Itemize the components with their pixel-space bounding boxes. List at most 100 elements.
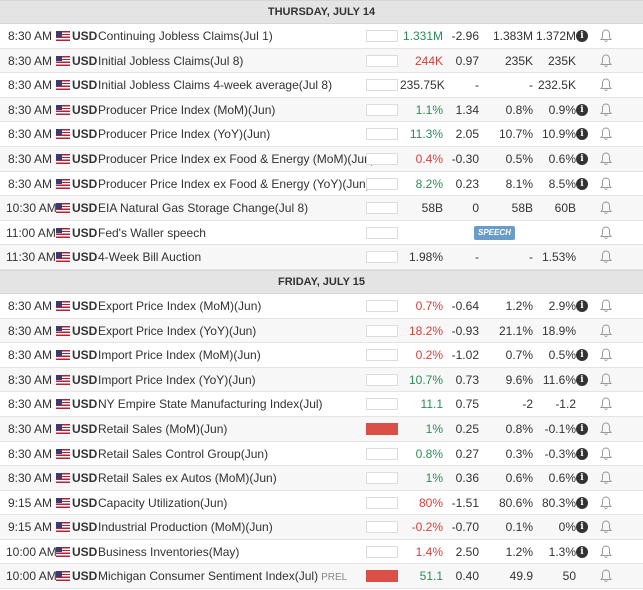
event-name-text[interactable]: Initial Jobless Claims 4-week average(Ju… [98, 78, 333, 93]
event-name-text[interactable]: Import Price Index (MoM)(Jun) [98, 348, 261, 363]
event-name[interactable]: Retail Sales (MoM)(Jun) [98, 417, 227, 441]
event-row[interactable]: 9:15 AM USD Industrial Production (MoM)(… [0, 515, 643, 540]
event-name[interactable]: 4-Week Bill Auction [98, 245, 201, 269]
event-name-text[interactable]: Business Inventories(May) [98, 544, 240, 559]
event-row[interactable]: 10:00 AM USD Business Inventories(May) 1… [0, 540, 643, 565]
event-name[interactable]: Continuing Jobless Claims(Jul 1) [98, 24, 273, 48]
event-name[interactable]: Export Price Index (MoM)(Jun) [98, 294, 261, 318]
info-icon[interactable]: i [576, 349, 588, 362]
event-name[interactable]: Business Inventories(May) [98, 540, 239, 564]
event-name-text[interactable]: Retail Sales ex Autos (MoM)(Jun) [98, 471, 277, 486]
bell-icon[interactable] [600, 397, 612, 411]
bell-icon[interactable] [600, 226, 612, 240]
info-icon[interactable]: i [576, 152, 588, 165]
event-name-text[interactable]: Producer Price Index ex Food & Energy (M… [98, 151, 375, 166]
event-row[interactable]: 8:30 AM USD Retail Sales (MoM)(Jun) 1% 0… [0, 416, 643, 442]
bell-icon[interactable] [600, 299, 612, 313]
event-name[interactable]: Capacity Utilization(Jun) [98, 491, 227, 515]
event-row[interactable]: 8:30 AM USD Initial Jobless Claims 4-wee… [0, 73, 643, 98]
bell-icon[interactable] [600, 54, 612, 68]
event-row[interactable]: 8:30 AM USD Export Price Index (YoY)(Jun… [0, 318, 643, 344]
event-name-text[interactable]: Continuing Jobless Claims(Jul 1) [98, 29, 273, 43]
info-icon[interactable]: i [576, 103, 588, 116]
info-icon[interactable]: i [576, 422, 588, 435]
event-name-text[interactable]: Producer Price Index ex Food & Energy (Y… [98, 176, 370, 191]
bell-icon[interactable] [600, 201, 612, 215]
event-row[interactable]: 8:30 AM USD Retail Sales Control Group(J… [0, 442, 643, 467]
event-row[interactable]: 8:30 AM USD Continuing Jobless Claims(Ju… [0, 24, 643, 49]
bell-icon[interactable] [600, 373, 612, 387]
event-name[interactable]: Initial Jobless Claims(Jul 8) [98, 49, 243, 73]
info-icon[interactable]: i [576, 177, 588, 190]
info-icon[interactable]: i [576, 521, 588, 534]
event-name-text[interactable]: Import Price Index (YoY)(Jun) [98, 372, 256, 387]
event-name[interactable]: Industrial Production (MoM)(Jun) [98, 515, 273, 539]
info-icon[interactable]: i [576, 373, 588, 386]
event-name-text[interactable]: Capacity Utilization(Jun) [98, 495, 228, 510]
info-icon[interactable]: i [576, 545, 588, 558]
event-row[interactable]: 8:30 AM USD Retail Sales ex Autos (MoM)(… [0, 466, 643, 491]
event-row[interactable]: 8:30 AM USD Producer Price Index (MoM)(J… [0, 97, 643, 123]
bell-icon[interactable] [600, 545, 612, 559]
bell-icon[interactable] [600, 250, 612, 264]
event-row[interactable]: 11:30 AM USD 4-Week Bill Auction 1.98% -… [0, 245, 643, 270]
bell-icon[interactable] [600, 496, 612, 510]
info-icon[interactable]: i [576, 472, 588, 485]
event-row[interactable]: 8:30 AM USD Producer Price Index ex Food… [0, 172, 643, 197]
info-icon[interactable]: i [576, 299, 588, 312]
bell-icon[interactable] [600, 348, 612, 362]
event-name-text[interactable]: Export Price Index (MoM)(Jun) [98, 298, 262, 313]
bell-icon[interactable] [600, 324, 612, 338]
info-icon[interactable]: i [576, 128, 588, 141]
event-name-text[interactable]: Retail Sales Control Group(Jun) [98, 446, 269, 461]
event-name-text[interactable]: Producer Price Index (MoM)(Jun) [98, 102, 276, 117]
bell-icon[interactable] [600, 520, 612, 534]
event-row[interactable]: 10:30 AM USD EIA Natural Gas Storage Cha… [0, 196, 643, 221]
event-name[interactable]: Export Price Index (YoY)(Jun) [98, 319, 256, 343]
bell-icon[interactable] [600, 471, 612, 485]
event-row[interactable]: 8:30 AM USD Export Price Index (MoM)(Jun… [0, 294, 643, 319]
event-row[interactable]: 8:30 AM USD Import Price Index (YoY)(Jun… [0, 367, 643, 393]
event-name[interactable]: Retail Sales Control Group(Jun) [98, 442, 268, 466]
bell-icon[interactable] [600, 78, 612, 92]
event-name[interactable]: Producer Price Index ex Food & Energy (Y… [98, 172, 370, 196]
event-row[interactable]: 8:30 AM USD Producer Price Index ex Food… [0, 146, 643, 172]
event-name[interactable]: Fed's Waller speech [98, 221, 206, 245]
event-name[interactable]: Michigan Consumer Sentiment Index(Jul) PR… [98, 564, 347, 590]
event-name[interactable]: Producer Price Index (YoY)(Jun) [98, 122, 270, 146]
event-name[interactable]: Import Price Index (YoY)(Jun) [98, 368, 256, 392]
event-name-text[interactable]: EIA Natural Gas Storage Change(Jul 8) [98, 201, 309, 216]
event-row[interactable]: 8:30 AM USD Initial Jobless Claims(Jul 8… [0, 48, 643, 74]
event-name-text[interactable]: Producer Price Index (YoY)(Jun) [98, 127, 271, 142]
bell-icon[interactable] [600, 103, 612, 117]
info-icon[interactable]: i [576, 30, 588, 42]
event-row[interactable]: 8:30 AM USD Producer Price Index (YoY)(J… [0, 122, 643, 147]
event-name[interactable]: Initial Jobless Claims 4-week average(Ju… [98, 73, 332, 97]
bell-icon[interactable] [600, 569, 612, 583]
bell-icon[interactable] [600, 422, 612, 436]
bell-icon[interactable] [600, 152, 612, 166]
bell-icon[interactable] [600, 446, 612, 461]
event-name-text[interactable]: Retail Sales (MoM)(Jun) [98, 421, 228, 436]
bell-icon[interactable] [600, 29, 612, 43]
bell-icon[interactable] [600, 127, 612, 141]
event-name[interactable]: Producer Price Index (MoM)(Jun) [98, 98, 275, 122]
info-icon[interactable]: i [576, 496, 588, 509]
event-name-text[interactable]: Initial Jobless Claims(Jul 8) [98, 53, 244, 68]
event-name-text[interactable]: Export Price Index (YoY)(Jun) [98, 323, 257, 338]
bell-icon[interactable] [600, 177, 612, 191]
event-row[interactable]: 11:00 AM USD Fed's Waller speech SPEECH [0, 221, 643, 246]
event-name[interactable]: NY Empire State Manufacturing Index(Jul) [98, 392, 323, 416]
event-name-text[interactable]: Industrial Production (MoM)(Jun) [98, 520, 273, 535]
event-name-text[interactable]: 4-Week Bill Auction [98, 250, 202, 265]
info-icon[interactable]: i [576, 447, 588, 460]
event-row[interactable]: 10:00 AM USD Michigan Consumer Sentiment… [0, 564, 643, 590]
event-name[interactable]: EIA Natural Gas Storage Change(Jul 8) [98, 196, 308, 220]
event-name-text[interactable]: Michigan Consumer Sentiment Index(Jul) [98, 569, 319, 584]
event-name-text[interactable]: Fed's Waller speech [98, 225, 206, 240]
event-row[interactable]: 8:30 AM USD NY Empire State Manufacturin… [0, 392, 643, 417]
event-row[interactable]: 9:15 AM USD Capacity Utilization(Jun) 80… [0, 491, 643, 516]
event-row[interactable]: 8:30 AM USD Import Price Index (MoM)(Jun… [0, 343, 643, 368]
event-name[interactable]: Import Price Index (MoM)(Jun) [98, 343, 261, 367]
event-name[interactable]: Retail Sales ex Autos (MoM)(Jun) [98, 466, 277, 490]
